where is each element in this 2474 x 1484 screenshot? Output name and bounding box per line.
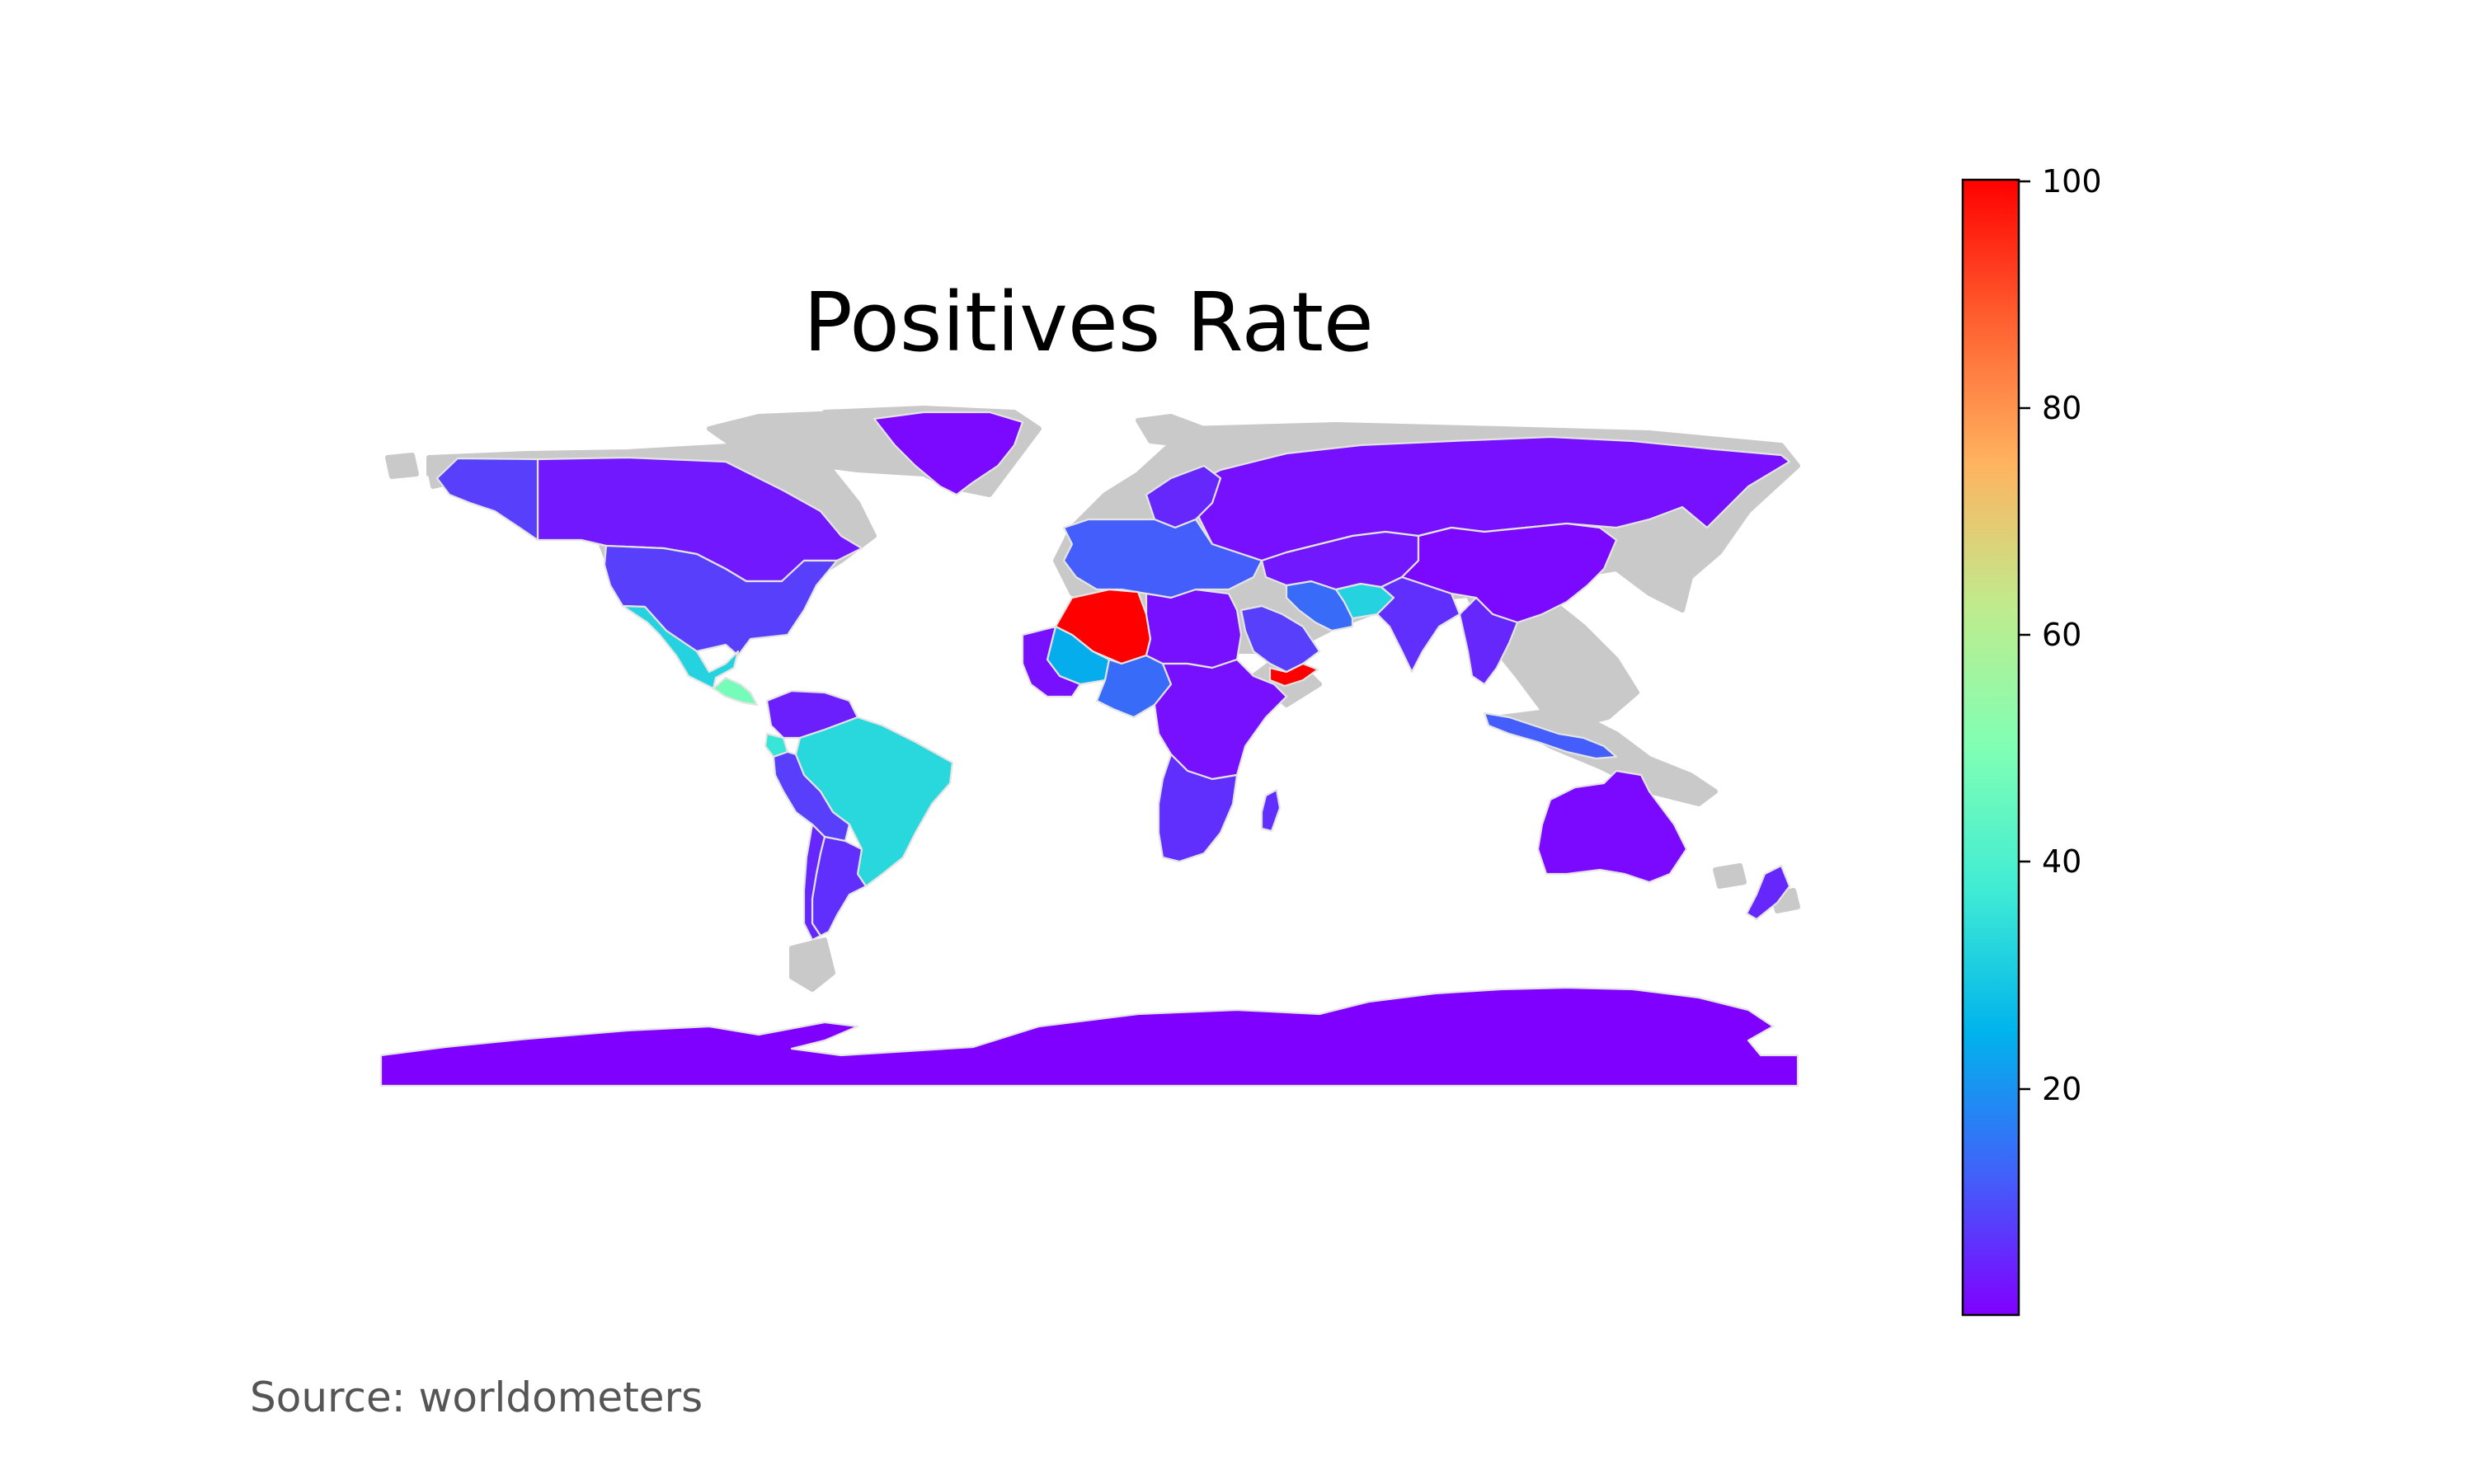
colorbar-gradient (1961, 178, 2020, 1317)
region-antarctica: Antarctica (379, 986, 1799, 1087)
colorbar-tick-label-20: 20 (2042, 1071, 2081, 1107)
source-note: Source: worldometers (250, 1374, 703, 1421)
choropleth-layer: Canada Alaska United States Mexico Centr… (379, 411, 1799, 1087)
colorbar-tick-label-80: 80 (2042, 390, 2081, 426)
region-indonesia: Indonesia (1483, 711, 1618, 760)
region-new-zealand: New Zealand (1745, 864, 1791, 921)
region-west-africa: West Africa (1021, 625, 1082, 698)
region-madagascar: Madagascar (1260, 788, 1282, 833)
region-central-america: Central America (712, 676, 759, 707)
colorbar-tick-label-60: 60 (2042, 617, 2081, 653)
region-yemen: Yemen (1268, 662, 1319, 688)
colorbar-tick-label-40: 40 (2042, 843, 2081, 880)
region-europe: Scandinavia (1062, 518, 1263, 599)
region-north-africa: North Africa (1145, 588, 1243, 669)
region-india: India (1376, 575, 1461, 674)
colorbar: 100 80 60 40 20 (1961, 163, 2102, 1317)
region-australia: Australia (1536, 769, 1688, 884)
world-map: Canada Alaska United States Mexico Centr… (379, 406, 1800, 1087)
map-title: Positives Rate (803, 275, 1374, 370)
region-chile: Chile (802, 823, 826, 942)
region-peru-bolivia: Peru / Bolivia (772, 750, 851, 843)
region-alaska: Alaska (435, 457, 539, 542)
region-mexico: Mexico (621, 604, 740, 690)
colorbar-tick-label-100: 100 (2042, 163, 2102, 200)
region-greenland: Greenland (872, 411, 1024, 496)
region-southern-africa: Southern Africa (1157, 753, 1239, 863)
colorbar-ticks: 100 80 60 40 20 (2019, 163, 2102, 1107)
region-southeast-asia: Southeast Asia (1458, 596, 1519, 686)
region-central-east-africa: Central & East Africa (1153, 658, 1288, 781)
